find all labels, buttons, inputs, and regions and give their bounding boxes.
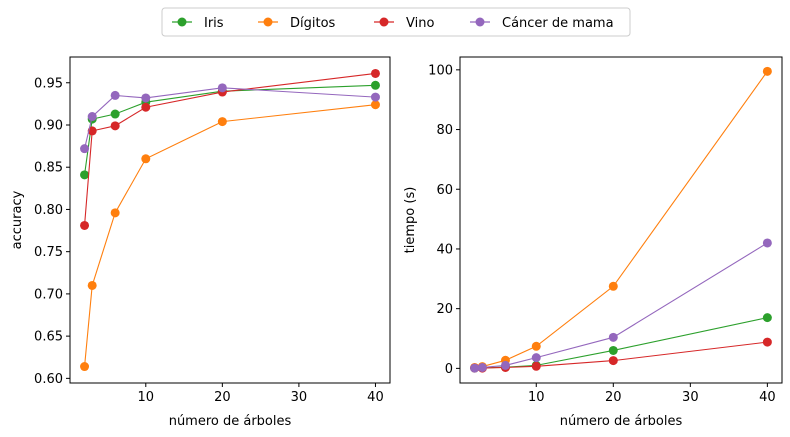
data-point [370, 80, 380, 90]
data-point [87, 280, 97, 290]
plot-area-frame [69, 56, 391, 384]
data-point [217, 83, 227, 93]
legend-marker [177, 17, 187, 27]
legend-marker [263, 17, 273, 27]
x-axis-label: número de árboles [560, 414, 683, 429]
data-point [217, 117, 227, 127]
series-line [474, 71, 768, 369]
legend-label: Cáncer de mama [502, 16, 614, 31]
y-tick-label: 0.60 [34, 372, 63, 387]
legend-item-vino: Vino [374, 16, 434, 31]
series-line [474, 317, 768, 369]
data-point [370, 68, 380, 78]
x-tick-label: 20 [214, 390, 231, 405]
y-tick-label: 0.65 [34, 330, 63, 345]
legend-item-digitos: Dígitos [258, 16, 336, 31]
series-iris [80, 80, 380, 180]
x-tick-label: 40 [367, 390, 384, 405]
y-tick-label: 40 [436, 242, 453, 257]
plot-area-frame [459, 56, 783, 384]
y-tick-label: 80 [436, 123, 453, 138]
data-point [370, 100, 380, 110]
data-point [370, 92, 380, 102]
y-tick-label: 100 [428, 63, 453, 78]
data-point [87, 126, 97, 136]
legend: Iris Dígitos Vino Cáncer de mama [161, 7, 631, 37]
data-point [608, 332, 618, 342]
series-vino [470, 337, 772, 373]
data-point [531, 361, 541, 371]
data-point [141, 102, 151, 112]
data-point [110, 109, 120, 119]
y-tick-label: 0.95 [34, 76, 63, 91]
legend-label: Dígitos [290, 16, 336, 31]
legend-label: Iris [204, 16, 224, 31]
x-tick-label: 10 [138, 390, 155, 405]
data-point [531, 341, 541, 351]
data-point [80, 170, 90, 180]
data-point [762, 337, 772, 347]
x-tick-label: 30 [291, 390, 308, 405]
data-point [608, 345, 618, 355]
data-point [531, 353, 541, 363]
data-point [141, 154, 151, 164]
x-tick-label: 30 [682, 390, 699, 405]
accuracy-chart: 10 20 30 40 0.60 0.65 0.70 0.75 0.80 0.85 0.90 0.95… [10, 56, 391, 429]
data-point [110, 208, 120, 218]
time-chart: 10 20 30 40 0 20 40 60 80 100 número de árboles t… [403, 56, 783, 429]
data-point [80, 220, 90, 230]
legend-item-iris: Iris [172, 16, 224, 31]
data-point [110, 90, 120, 100]
series-line [84, 84, 376, 175]
series-line [84, 87, 376, 149]
y-tick-label: 0.70 [34, 287, 63, 302]
series-line [84, 104, 376, 367]
series-iris [470, 313, 772, 373]
series-digitos [80, 100, 380, 372]
data-point [470, 363, 480, 373]
data-point [762, 238, 772, 248]
y-tick-label: 0.85 [34, 161, 63, 176]
data-point [87, 112, 97, 122]
data-point [762, 313, 772, 323]
x-tick-label: 20 [605, 390, 622, 405]
x-axis-label: número de árboles [169, 414, 292, 429]
data-point [608, 356, 618, 366]
y-axis-label: tiempo (s) [403, 187, 418, 254]
legend-label: Vino [406, 16, 434, 31]
x-tick-label: 10 [528, 390, 545, 405]
data-point [110, 121, 120, 131]
series-cancer-de-mama [80, 83, 380, 154]
legend-marker [475, 17, 485, 27]
y-axis-label: accuracy [10, 190, 25, 249]
y-tick-label: 0.80 [34, 203, 63, 218]
legend-marker [379, 17, 389, 27]
series-cancer-de-mama [470, 238, 772, 373]
data-point [608, 281, 618, 291]
series-vino [80, 68, 380, 230]
y-tick-label: 0.90 [34, 118, 63, 133]
y-tick-label: 0.75 [34, 245, 63, 260]
legend-item-cancer-de-mama: Cáncer de mama [470, 16, 614, 31]
series-line [474, 341, 768, 369]
data-point [500, 360, 510, 370]
data-point [477, 362, 487, 372]
x-tick-label: 40 [759, 390, 776, 405]
data-point [80, 362, 90, 372]
data-point [141, 93, 151, 103]
data-point [762, 66, 772, 76]
y-tick-label: 0 [445, 362, 453, 377]
data-point [80, 144, 90, 154]
y-tick-label: 60 [436, 183, 453, 198]
legend-frame [161, 7, 631, 37]
y-tick-label: 20 [436, 302, 453, 317]
